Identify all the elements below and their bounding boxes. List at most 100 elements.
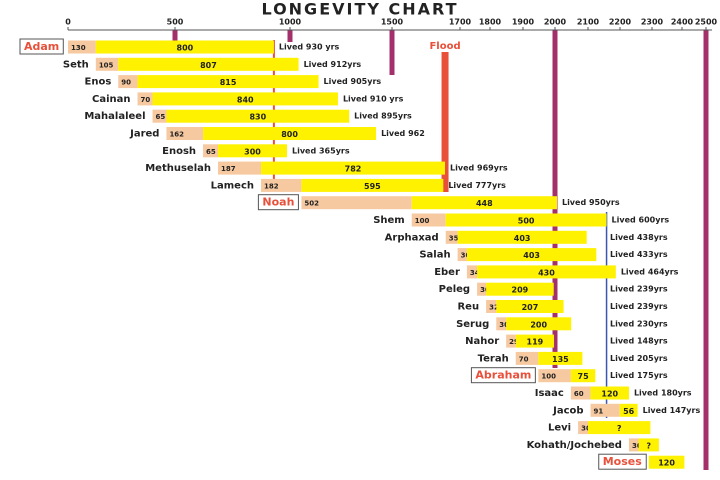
- name-box: [19, 38, 64, 55]
- begat-segment: [301, 196, 412, 210]
- begat-segment: [152, 109, 167, 123]
- begat-segment: [95, 57, 119, 71]
- remaining-segment: [538, 351, 583, 365]
- person-name: Enosh: [162, 146, 196, 157]
- remaining-segment: [301, 178, 444, 192]
- lived-label: Lived 239yrs: [610, 302, 668, 311]
- segment-label: 56: [623, 407, 635, 416]
- name-box: [257, 194, 299, 211]
- remaining-segment: [477, 265, 616, 279]
- person-name: Enos: [85, 77, 112, 88]
- remaining-segment: [411, 196, 557, 210]
- remaining-segment: [152, 92, 338, 106]
- begat-segment: [570, 386, 591, 400]
- segment-label: 70: [141, 96, 151, 104]
- begat-segment: [515, 351, 539, 365]
- segment-label: 830: [249, 113, 266, 122]
- begat-segment: [466, 265, 478, 279]
- lived-label: Lived 464yrs: [621, 267, 679, 276]
- segment-label: 100: [415, 217, 430, 225]
- lived-label: Lived 147yrs: [643, 406, 701, 415]
- lived-label: Lived 365yrs: [292, 146, 350, 155]
- segment-label: ?: [617, 424, 622, 433]
- begat-segment: [538, 369, 571, 383]
- segment-label: 502: [304, 200, 319, 208]
- begat-segment: [203, 144, 219, 158]
- remaining-segment: [457, 230, 587, 244]
- person-name: Jacob: [552, 405, 583, 416]
- segment-label: 30: [461, 252, 471, 260]
- x-tick-label: 1700: [449, 18, 472, 27]
- remaining-segment: [137, 75, 319, 89]
- begat-segment: [578, 421, 588, 435]
- remaining-segment: [570, 369, 596, 383]
- person-name: Eber: [434, 267, 460, 278]
- begat-segment: [477, 282, 487, 296]
- segment-label: 32: [489, 304, 499, 312]
- begat-segment: [496, 317, 507, 331]
- begat-segment: [628, 438, 639, 452]
- segment-label: 91: [594, 407, 604, 415]
- x-tick-label: 1500: [381, 18, 404, 27]
- segment-label: 182: [264, 182, 279, 190]
- x-tick-label: 2400: [671, 18, 694, 27]
- segment-label: 448: [476, 199, 493, 208]
- remaining-segment: [496, 300, 564, 313]
- segment-label: 800: [177, 44, 194, 53]
- segment-label: 209: [512, 286, 529, 295]
- begat-segment: [68, 40, 96, 54]
- segment-label: 807: [200, 61, 217, 70]
- person-name: Nahor: [465, 336, 499, 347]
- segment-label: 90: [121, 79, 131, 87]
- segment-label: 782: [345, 165, 362, 174]
- x-tick-label: 1900: [512, 18, 535, 27]
- segment-label: ?: [646, 441, 651, 450]
- lived-label: Lived 930 yrs: [279, 43, 340, 52]
- remaining-segment: [506, 317, 572, 331]
- lived-label: Lived 950yrs: [562, 198, 620, 207]
- segment-label: 840: [237, 95, 254, 104]
- person-name: Shem: [373, 215, 405, 226]
- segment-label: 500: [518, 217, 535, 226]
- segment-label: 70: [519, 355, 529, 363]
- begat-segment: [218, 161, 262, 175]
- remaining-segment: [588, 421, 651, 435]
- lived-label: Lived 895yrs: [354, 112, 412, 121]
- segment-label: 65: [206, 148, 216, 156]
- remaining-segment: [590, 386, 629, 400]
- person-name: Seth: [63, 59, 89, 70]
- segment-label: 162: [169, 131, 184, 139]
- x-tick-label: 2500: [695, 18, 718, 27]
- segment-label: 100: [541, 373, 556, 381]
- remaining-segment: [203, 127, 377, 140]
- person-name: Cainan: [92, 94, 131, 105]
- person-name: Reu: [457, 302, 479, 313]
- person-name: Lamech: [211, 180, 254, 191]
- segment-label: 120: [658, 459, 675, 468]
- x-tick-label: 1000: [279, 18, 302, 27]
- segment-label: 34: [470, 269, 480, 277]
- begat-segment: [411, 213, 446, 227]
- remaining-segment: [466, 248, 597, 262]
- remaining-segment: [648, 455, 685, 469]
- begat-segment: [118, 75, 138, 89]
- lived-label: Lived 148yrs: [610, 337, 668, 346]
- lived-label: Lived 433yrs: [610, 250, 668, 259]
- remaining-segment: [445, 213, 607, 227]
- begat-segment: [457, 248, 467, 262]
- segment-label: 120: [601, 390, 618, 399]
- person-name: Adam: [24, 40, 59, 53]
- segment-label: 403: [514, 234, 531, 243]
- x-tick-label: 2000: [544, 18, 567, 27]
- segment-label: 430: [538, 268, 555, 277]
- lived-label: Lived 205yrs: [610, 354, 668, 363]
- segment-label: 300: [244, 147, 261, 156]
- segment-label: 200: [530, 320, 547, 329]
- x-tick-label: 2300: [641, 18, 664, 27]
- x-tick-label: 1800: [479, 18, 502, 27]
- lived-label: Lived 777yrs: [448, 181, 506, 190]
- name-box: [470, 367, 536, 384]
- remaining-segment: [515, 334, 555, 348]
- person-name: Abraham: [475, 369, 531, 382]
- segment-label: 65: [156, 113, 166, 121]
